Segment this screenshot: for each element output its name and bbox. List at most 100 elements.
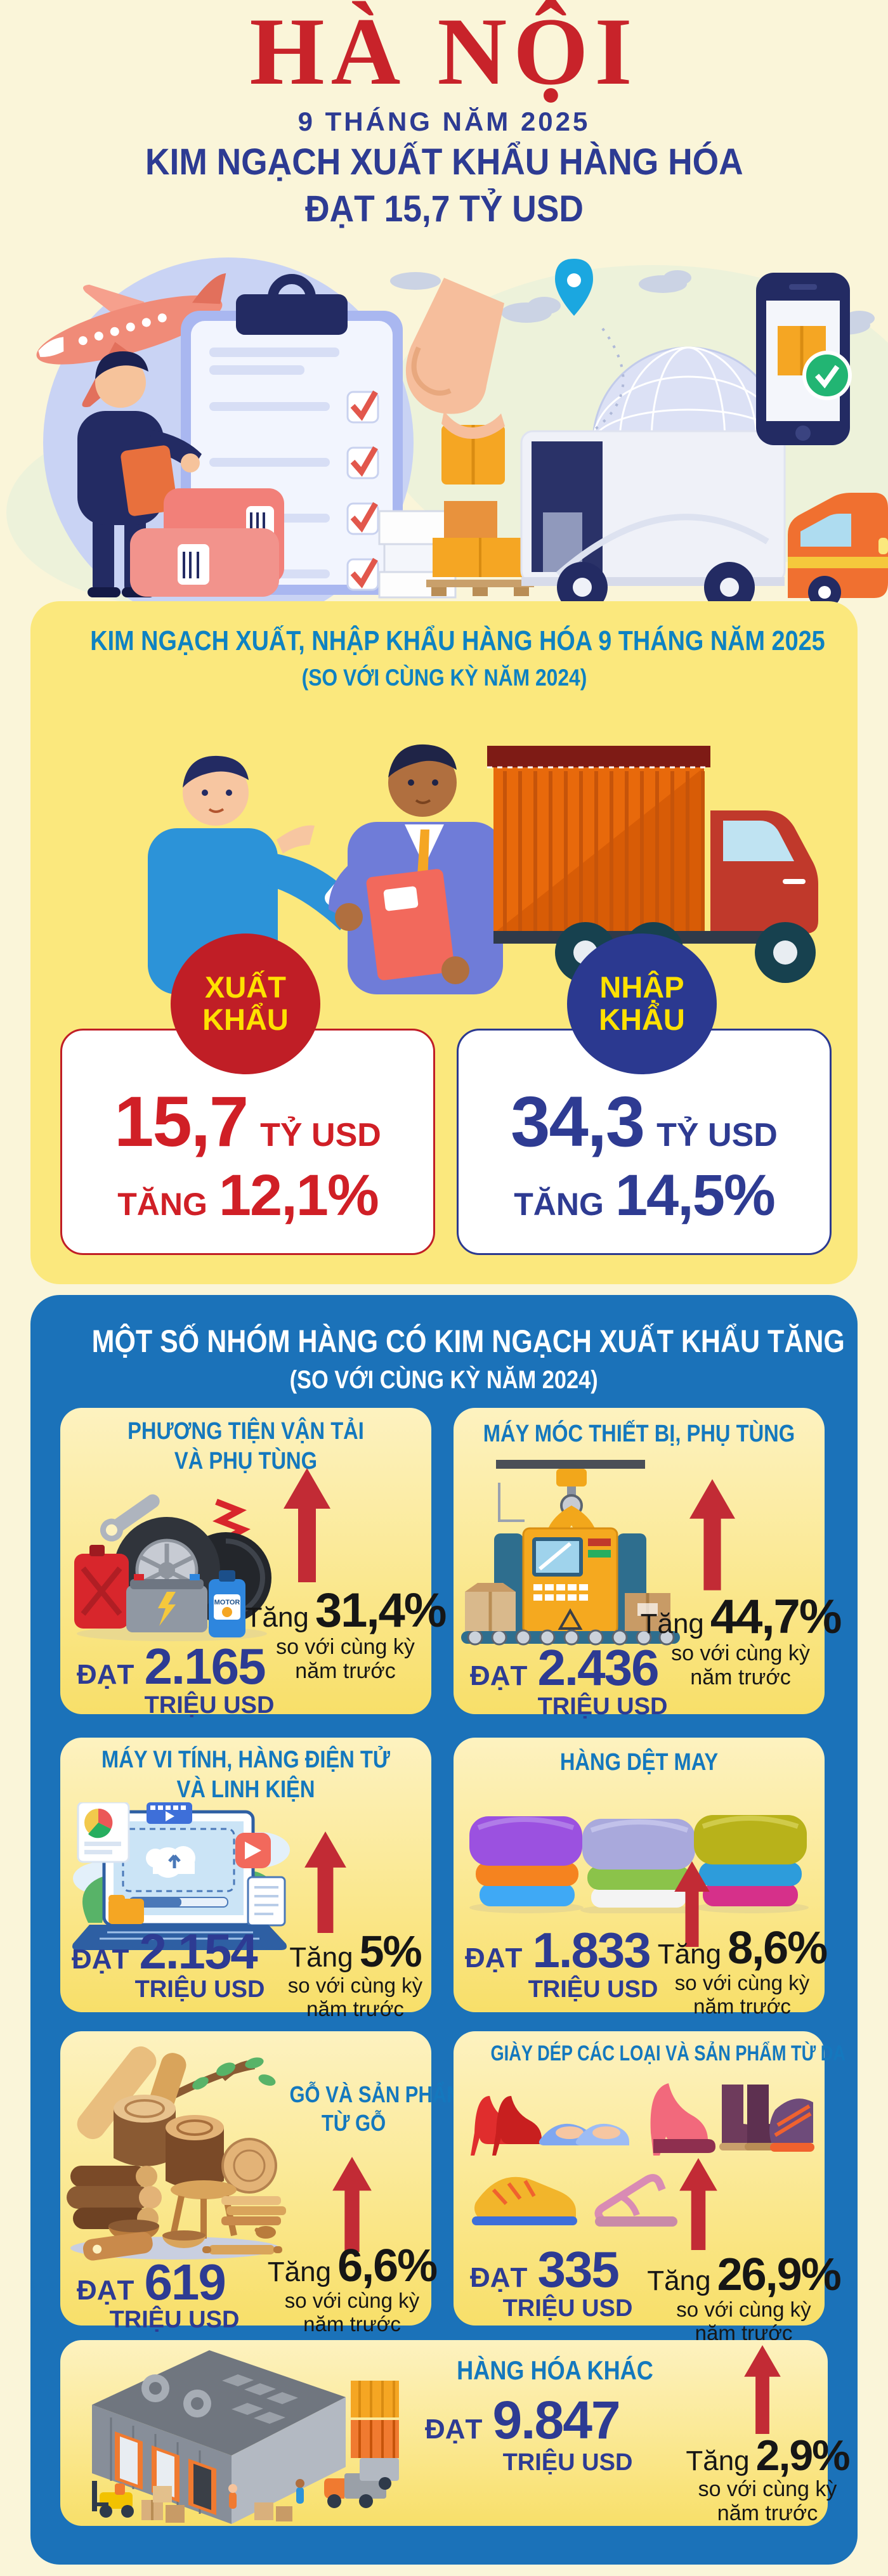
- stump: [114, 2095, 176, 2166]
- period-subtitle: 9 THÁNG NĂM 2025: [297, 107, 591, 136]
- growth-block: Tăng 44,7% so với cùng kỳ năm trước: [640, 1590, 842, 1690]
- export-badge: XUẤT KHẨU: [171, 933, 320, 1074]
- import-unit: TỶ USD: [656, 1117, 778, 1154]
- card-title: GIÀY DÉP CÁC LOẠI VÀ SẢN PHẨM TỪ DA: [490, 2041, 846, 2065]
- growth-block: Tăng 8,6% so với cùng kỳ năm trước: [657, 1923, 828, 2019]
- footwear-illustration: [471, 2083, 814, 2227]
- yellow-shoe: [472, 2176, 577, 2225]
- value-block: ĐẠT 1.833: [465, 1922, 651, 1978]
- up-arrow-icon: [689, 1479, 735, 1590]
- pink-platform-heel: [650, 2083, 715, 2156]
- import-growth-label: TĂNG: [514, 1187, 604, 1222]
- page-title: HÀ NỘI: [249, 0, 639, 105]
- headline-line2: ĐẠT 15,7 TỶ USD: [304, 188, 584, 230]
- textiles-illustration: [469, 1815, 809, 1913]
- textile-stack-3: [694, 1815, 807, 1906]
- group-card-machinery: MÁY MÓC THIẾT BỊ, PHỤ TÙNG: [454, 1408, 842, 1720]
- log-pile: [67, 2166, 162, 2229]
- group-card-textiles: HÀNG DỆT MAY: [454, 1738, 828, 2018]
- growth-block: Tăng 26,9% so với cùng kỳ năm trước: [647, 2249, 841, 2345]
- value-unit: TRIỆU USD: [109, 2306, 240, 2333]
- stump-2: [166, 2115, 224, 2189]
- red-heels: [471, 2096, 542, 2156]
- up-arrow-icon: [304, 1831, 346, 1933]
- card-title: GỖ VÀ SẢN PHẨM TỪ GỖ: [289, 2081, 463, 2136]
- blue-flats: [539, 2123, 629, 2145]
- groups-title: MỘT SỐ NHÓM HÀNG CÓ KIM NGẠCH XUẤT KHẨU …: [91, 1324, 845, 1359]
- textile-stack-2: [582, 1819, 695, 1908]
- value-block: ĐẠT 2.436: [470, 1639, 660, 1696]
- section-export-groups: MỘT SỐ NHÓM HÀNG CÓ KIM NGẠCH XUẤT KHẨU …: [30, 1295, 858, 2565]
- wood-illustration: [67, 2046, 286, 2261]
- card-title: MÁY VI TÍNH, HÀNG ĐIỆN TỬ VÀ LINH KIỆN: [101, 1747, 390, 1804]
- white-truck: [520, 430, 786, 602]
- growth-block: Tăng 31,4% so với cùng kỳ năm trước: [245, 1584, 447, 1684]
- value-unit: TRIỆU USD: [528, 1976, 658, 2003]
- value-block: ĐẠT 9.847: [425, 2390, 621, 2450]
- svg-text:MOTOR: MOTOR: [214, 1599, 240, 1606]
- card-title: PHƯƠNG TIỆN VẬN TẢI VÀ PHỤ TÙNG: [127, 1418, 364, 1475]
- card-title: HÀNG HÓA KHÁC: [457, 2355, 653, 2385]
- up-arrow-icon: [679, 2158, 717, 2250]
- auto-parts-illustration: MOTOR: [74, 1494, 271, 1641]
- value-block: ĐẠT 2.154: [72, 1923, 258, 1979]
- growth-block: Tăng 5% so với cùng kỳ năm trước: [287, 1927, 423, 2021]
- card-title: MÁY MÓC THIẾT BỊ, PHỤ TÙNG: [483, 1421, 795, 1447]
- businessman-purple: [329, 744, 503, 994]
- import-growth-value: 14,5%: [615, 1163, 776, 1228]
- growth-block: Tăng 6,6% so với cùng kỳ năm trước: [267, 2241, 438, 2336]
- group-card-other: HÀNG HÓA KHÁC ĐẠT 9.847 TRIỆU USD Tăng 2,9…: [60, 2340, 851, 2526]
- value-unit: TRIỆU USD: [502, 2449, 633, 2476]
- import-stat-card: 34,3 TỶ USD TĂNG 14,5%: [457, 1029, 832, 1255]
- textile-stack-1: [469, 1816, 582, 1906]
- small-trucks: [324, 2458, 399, 2508]
- export-unit: TỶ USD: [260, 1117, 381, 1154]
- planks: [221, 2196, 286, 2225]
- up-arrow-icon: [674, 1861, 710, 1947]
- section-title: KIM NGẠCH XUẤT, NHẬP KHẨU HÀNG HÓA 9 THÁ…: [90, 625, 825, 656]
- import-badge: NHẬP KHẨU: [567, 933, 717, 1074]
- export-value: 15,7: [114, 1082, 249, 1161]
- value-unit: TRIỆU USD: [144, 1692, 275, 1719]
- import-badge-line2: KHẨU: [599, 1003, 685, 1036]
- value-block: ĐẠT 2.165: [77, 1638, 266, 1695]
- import-badge-line1: NHẬP: [599, 970, 684, 1005]
- group-card-computers: MÁY VI TÍNH, HÀNG ĐIỆN TỬ VÀ LINH KIỆN: [60, 1738, 431, 2020]
- export-growth-value: 12,1%: [218, 1163, 379, 1228]
- warehouse-illustration: [92, 2350, 399, 2524]
- headline-line1: KIM NGẠCH XUẤT KHẨU HÀNG HÓA: [145, 141, 743, 183]
- computer-illustration: [72, 1802, 290, 1950]
- location-pin-icon: [555, 259, 593, 316]
- phone-check: [756, 273, 852, 445]
- card-title: HÀNG DỆT MAY: [559, 1749, 719, 1776]
- export-badge-line2: KHẨU: [202, 1003, 289, 1036]
- worker-person: [77, 351, 202, 597]
- handshake-truck-illustration: [148, 744, 818, 994]
- forklift: [92, 2481, 134, 2518]
- up-arrow-icon: [332, 2157, 372, 2252]
- pallet-boxes: [426, 501, 534, 596]
- crates: [141, 2486, 292, 2523]
- growth-block: Tăng 2,9% so với cùng kỳ năm trước: [686, 2431, 850, 2526]
- hand-with-box: [405, 278, 505, 485]
- containers: [351, 2381, 399, 2458]
- groups-subtitle: (SO VỚI CÙNG KỲ NĂM 2024): [289, 1366, 599, 1394]
- parcel-boxes: [130, 488, 284, 597]
- group-card-wood: GỖ VÀ SẢN PHẨM TỪ GỖ ĐẠT 619 TRIỆU USD Tă…: [60, 2031, 463, 2336]
- warehouse-doors: [115, 2431, 216, 2515]
- section-xuat-nhap-khau: KIM NGẠCH XUẤT, NHẬP KHẨU HÀNG HÓA 9 THÁ…: [30, 601, 858, 1284]
- white-boxes: [378, 510, 457, 599]
- logistics-scene-illustration: [6, 257, 888, 602]
- group-card-vehicles: PHƯƠNG TIỆN VẬN TẢI VÀ PHỤ TÙNG: [60, 1408, 447, 1719]
- orange-van: [788, 493, 888, 602]
- export-growth-label: TĂNG: [117, 1187, 207, 1222]
- group-card-footwear: GIÀY DÉP CÁC LOẠI VÀ SẢN PHẨM TỪ DA: [454, 2031, 846, 2345]
- machinery-illustration: [461, 1460, 680, 1646]
- up-arrow-icon: [284, 1468, 330, 1582]
- value-unit: TRIỆU USD: [537, 1693, 668, 1720]
- import-value: 34,3: [511, 1082, 645, 1161]
- section-subtitle: (SO VỚI CÙNG KỲ NĂM 2024): [301, 665, 587, 691]
- export-stat-card: 15,7 TỶ USD TĂNG 12,1%: [60, 1029, 435, 1255]
- value-block: ĐẠT 335: [470, 2241, 620, 2298]
